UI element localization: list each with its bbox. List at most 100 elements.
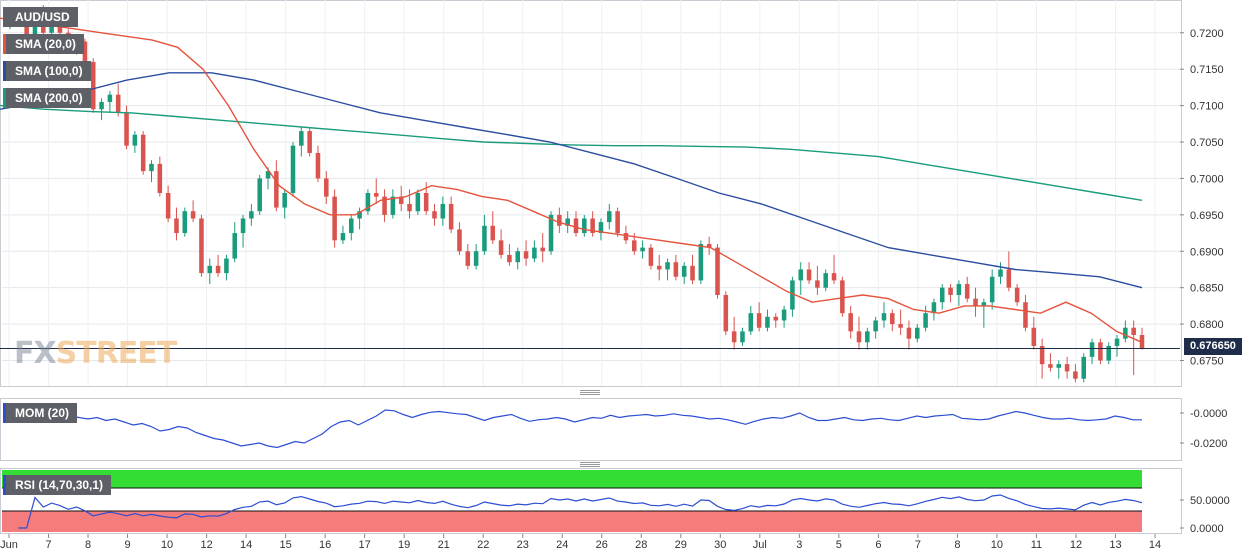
candle-body xyxy=(998,269,1003,277)
candle-body xyxy=(515,251,521,263)
sma100-line xyxy=(0,72,1143,289)
candle-body xyxy=(973,298,978,306)
candle-body xyxy=(914,327,920,339)
legend-sma20[interactable]: SMA (20,0) xyxy=(3,34,84,54)
candle-body xyxy=(224,258,229,274)
legend-rsi[interactable]: RSI (14,70,30,1) xyxy=(3,475,112,495)
candle-body xyxy=(1106,345,1111,361)
candle-body xyxy=(373,193,379,197)
time-tick-label: 14 xyxy=(240,539,252,551)
price-tick-label: 0.7150 xyxy=(1190,64,1224,76)
candle-body xyxy=(623,233,629,241)
candle-body xyxy=(631,240,637,252)
time-tick-label: 15 xyxy=(279,539,291,551)
candle-body xyxy=(590,218,595,234)
candle-body xyxy=(781,309,787,321)
legend-sma200[interactable]: SMA (200,0) xyxy=(3,88,91,108)
candle-body xyxy=(49,25,54,33)
candle-body xyxy=(157,163,163,193)
candle-body xyxy=(240,218,246,234)
candle-body xyxy=(607,211,612,223)
candle-body xyxy=(698,243,704,281)
sma200-label: SMA (200,0) xyxy=(15,91,83,105)
candle-body xyxy=(24,24,29,37)
time-tick-label: Jul xyxy=(753,539,767,551)
panel-resize-handle-1[interactable] xyxy=(580,390,600,395)
time-tick-label: 12 xyxy=(200,539,212,551)
rsi-overbought-band xyxy=(2,470,1142,488)
candle-body xyxy=(906,327,912,339)
candle-body xyxy=(124,112,129,146)
candle-body xyxy=(357,211,362,219)
candle-body xyxy=(282,193,287,208)
candle-body xyxy=(274,171,279,208)
panel-resize-handle-2[interactable] xyxy=(580,462,600,467)
candle-body xyxy=(140,134,146,172)
candle-body xyxy=(931,302,937,314)
candle-body xyxy=(457,229,462,252)
logo-street: STREET xyxy=(55,336,178,371)
price-tick-label: 0.6900 xyxy=(1190,246,1224,258)
candle-body xyxy=(1073,371,1078,379)
legend-mom[interactable]: MOM (20) xyxy=(3,403,77,423)
candle-body xyxy=(182,211,188,234)
symbol-label[interactable]: AUD/USD xyxy=(3,7,78,27)
time-tick-label: 16 xyxy=(319,539,331,551)
time-tick-label: 30 xyxy=(714,539,726,551)
candle-body xyxy=(923,313,928,328)
price-tick-label: 0.7000 xyxy=(1190,173,1224,185)
time-tick-label: Jun xyxy=(0,539,18,551)
candle-body xyxy=(390,196,396,215)
candle-body xyxy=(790,280,795,310)
rsi-tick-label: 50.0000 xyxy=(1190,495,1230,507)
candle-body xyxy=(440,203,446,219)
candle-body xyxy=(898,324,903,328)
candle-body xyxy=(615,211,620,234)
candle-body xyxy=(840,280,845,314)
candle-body xyxy=(773,316,779,321)
candle-body xyxy=(656,265,662,270)
sma200-line xyxy=(0,104,1143,201)
candle-body xyxy=(299,131,304,146)
logo-fx: FX xyxy=(14,336,57,371)
candle-body xyxy=(332,196,337,241)
rsi-swatch xyxy=(3,475,6,495)
candle-body xyxy=(199,218,204,274)
candle-body xyxy=(149,163,154,172)
time-tick-label: 29 xyxy=(675,539,687,551)
candle-body xyxy=(207,265,213,274)
candle-body xyxy=(573,218,579,234)
time-tick-label: 10 xyxy=(161,539,173,551)
candle-body xyxy=(174,218,179,234)
momentum-panel xyxy=(0,398,1182,461)
time-tick-label: 21 xyxy=(438,539,450,551)
time-tick-label: 10 xyxy=(991,539,1003,551)
candle-body xyxy=(806,269,812,281)
candle-body xyxy=(1081,356,1087,379)
candle-body xyxy=(57,25,63,33)
candle-body xyxy=(748,313,754,332)
time-tick-label: 12 xyxy=(1070,539,1082,551)
candle-body xyxy=(382,196,387,215)
candle-body xyxy=(1114,338,1120,346)
legend-sma100[interactable]: SMA (100,0) xyxy=(3,61,91,81)
rsi-tick-label: 0.0000 xyxy=(1190,523,1224,535)
candle-body xyxy=(490,225,496,241)
mom-line xyxy=(69,409,1142,449)
candle-body xyxy=(1064,364,1070,372)
candle-body xyxy=(765,316,770,328)
time-tick-label: 22 xyxy=(477,539,489,551)
candle-body xyxy=(715,247,720,295)
candle-body xyxy=(249,211,254,219)
rsi-label: RSI (14,70,30,1) xyxy=(15,478,104,492)
time-tick-label: 8 xyxy=(85,539,91,551)
candle-body xyxy=(690,265,695,281)
candle-body xyxy=(540,247,545,252)
candle-body xyxy=(165,193,171,219)
sma20-swatch xyxy=(3,34,6,54)
candle-body xyxy=(565,218,570,226)
rsi-line xyxy=(18,494,1143,529)
candle-body xyxy=(432,211,437,219)
candle-body xyxy=(1048,364,1053,368)
